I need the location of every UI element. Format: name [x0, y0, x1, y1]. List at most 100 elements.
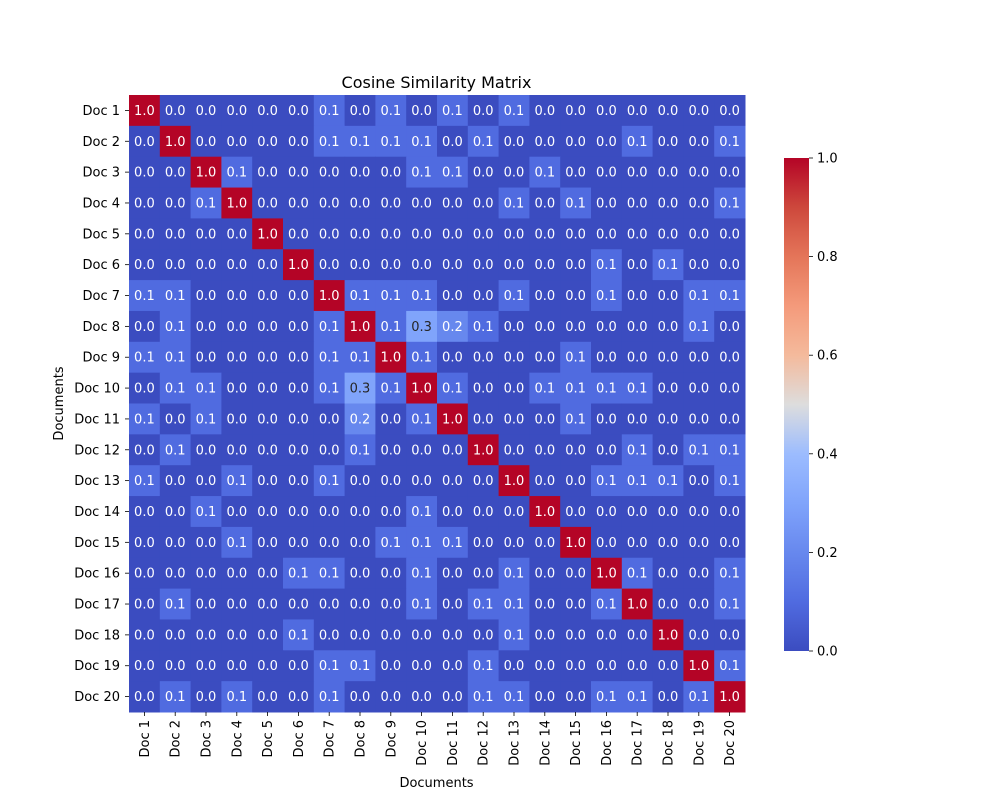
cell-value-label: 0.0: [658, 166, 679, 181]
cell-value-label: 0.1: [319, 351, 340, 366]
heatmap-cell: [252, 95, 284, 127]
cell-value-label: 0.1: [473, 320, 494, 335]
heatmap-cell: [467, 280, 500, 312]
cell-value-label: 0.0: [504, 320, 525, 335]
cell-value-label: 0.3: [411, 320, 432, 335]
x-tick-label: Doc 20: [723, 720, 738, 766]
heatmap-cell: [437, 465, 469, 497]
cell-value-label: 0.0: [380, 258, 401, 273]
cell-value-label: 0.0: [196, 443, 217, 458]
heatmap-cell: [283, 280, 315, 312]
y-tick-label: Doc 9: [82, 351, 120, 366]
cell-value-label: 0.0: [658, 443, 679, 458]
heatmap-cell: [190, 249, 222, 281]
cell-value-label: 0.0: [257, 690, 278, 705]
heatmap-cell: [591, 619, 623, 651]
cell-value-label: 0.0: [565, 598, 586, 613]
cell-value-label: 0.0: [380, 505, 401, 520]
heatmap-cell: [344, 249, 376, 281]
cell-value-label: 0.0: [257, 166, 278, 181]
heatmap-cell: [591, 310, 623, 343]
cell-value-label: 1.0: [196, 166, 217, 181]
heatmap-cell: [344, 650, 376, 682]
cell-value-label: 0.0: [534, 196, 555, 211]
cell-value-label: 0.1: [350, 289, 371, 304]
heatmap-cell: [437, 434, 469, 466]
heatmap-cell: [190, 465, 222, 497]
cell-value-label: 0.0: [658, 567, 679, 582]
cell-value-label: 0.0: [688, 598, 709, 613]
heatmap-cell: [159, 125, 192, 158]
heatmap-cell: [190, 588, 222, 620]
heatmap-cell: [159, 681, 192, 713]
heatmap-cell: [621, 526, 654, 559]
cell-value-label: 0.0: [411, 227, 432, 242]
cell-value-label: 0.0: [596, 443, 617, 458]
heatmap-cell: [129, 95, 161, 127]
cell-value-label: 0.0: [134, 227, 155, 242]
heatmap-cell: [714, 465, 746, 497]
y-tick-label: Doc 5: [82, 227, 120, 242]
cell-value-label: 0.1: [596, 289, 617, 304]
cell-value-label: 0.1: [288, 628, 309, 643]
cell-value-label: 0.0: [134, 628, 155, 643]
heatmap-cell: [190, 619, 222, 651]
cell-value-label: 0.0: [658, 536, 679, 551]
cell-value-label: 1.0: [565, 536, 586, 551]
heatmap-cell: [221, 496, 253, 528]
heatmap-cell: [190, 156, 222, 189]
cell-value-label: 0.0: [565, 227, 586, 242]
heatmap-cell: [467, 403, 500, 435]
cell-value-label: 0.0: [226, 258, 247, 273]
cell-value-label: 0.0: [596, 196, 617, 211]
cell-value-label: 1.0: [257, 227, 278, 242]
cell-value-label: 0.1: [319, 104, 340, 119]
heatmap-cell: [437, 218, 469, 250]
cell-value-label: 0.0: [719, 412, 740, 427]
heatmap-cell: [652, 310, 684, 343]
cell-value-label: 0.1: [288, 567, 309, 582]
heatmap-cell: [467, 156, 500, 189]
heatmap-cell: [159, 434, 192, 466]
cell-value-label: 0.0: [534, 351, 555, 366]
heatmap-cell: [498, 465, 530, 497]
heatmap-cell: [375, 588, 407, 620]
heatmap-cell: [652, 341, 684, 374]
cell-value-label: 0.0: [411, 104, 432, 119]
heatmap-cell: [560, 403, 592, 435]
heatmap-cell: [375, 372, 407, 404]
cell-value-label: 0.1: [719, 474, 740, 489]
cell-value-label: 0.1: [350, 351, 371, 366]
cell-value-label: 0.0: [658, 598, 679, 613]
heatmap-cell: [190, 557, 222, 590]
heatmap-cell: [714, 681, 746, 713]
heatmap-cell: [159, 526, 192, 559]
heatmap-cell: [221, 557, 253, 590]
cell-value-label: 0.0: [288, 474, 309, 489]
heatmap-cell: [560, 619, 592, 651]
cell-value-label: 0.0: [442, 289, 463, 304]
heatmap-cell: [283, 341, 315, 374]
cell-value-label: 1.0: [411, 382, 432, 397]
cell-value-label: 0.0: [380, 598, 401, 613]
heatmap-cell: [560, 496, 592, 528]
heatmap-cell: [375, 619, 407, 651]
cell-value-label: 0.0: [257, 258, 278, 273]
cell-value-label: 0.0: [288, 659, 309, 674]
heatmap-cell: [190, 125, 222, 158]
heatmap-cell: [714, 526, 746, 559]
heatmap-cell: [652, 156, 684, 189]
cell-value-label: 0.0: [165, 196, 186, 211]
cell-value-label: 0.0: [473, 258, 494, 273]
cell-value-label: 0.0: [688, 505, 709, 520]
heatmap-cell: [159, 465, 192, 497]
cell-value-label: 0.1: [319, 382, 340, 397]
heatmap-cell: [406, 125, 438, 158]
cell-value-label: 0.1: [719, 659, 740, 674]
cell-value-label: 0.0: [688, 258, 709, 273]
heatmap-cell: [529, 403, 561, 435]
cell-value-label: 0.0: [596, 628, 617, 643]
heatmap-cell: [159, 650, 192, 682]
heatmap-cell: [375, 156, 407, 189]
heatmap-cell: [467, 218, 500, 250]
